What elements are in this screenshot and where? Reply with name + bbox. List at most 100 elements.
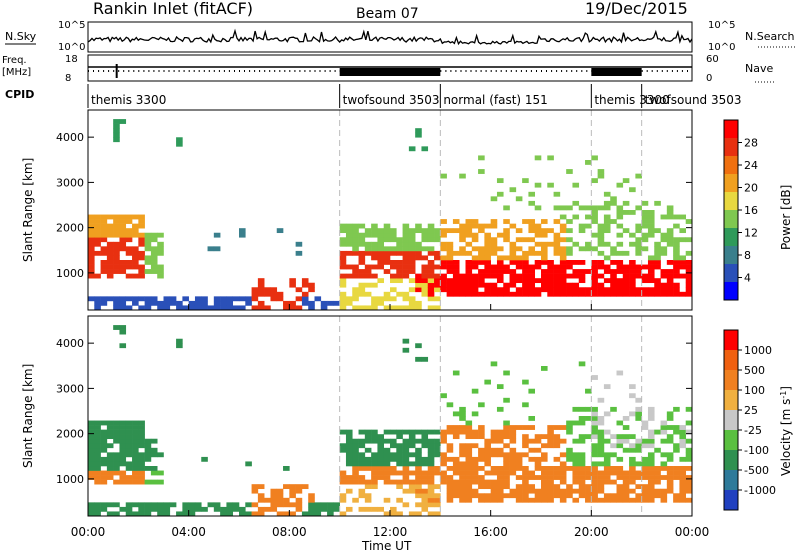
heatmap-cell	[176, 141, 183, 147]
velocity-ytick-label: 4000	[56, 337, 84, 350]
heatmap-cell	[635, 173, 642, 179]
heatmap-cell	[150, 502, 158, 508]
heatmap-cell	[654, 264, 661, 270]
heatmap-cell	[163, 305, 171, 311]
heatmap-cell	[132, 479, 139, 485]
heatmap-cell	[603, 255, 611, 261]
heatmap-cell	[496, 191, 504, 197]
heatmap-cell	[685, 264, 693, 270]
heatmap-cell	[333, 506, 340, 512]
heatmap-cell	[94, 429, 101, 435]
heatmap-cell	[541, 232, 548, 238]
heatmap-cell	[647, 287, 655, 293]
velocity-ytick-label: 3000	[56, 382, 84, 395]
heatmap-cell	[132, 214, 139, 220]
heatmap-cell	[566, 447, 573, 453]
heatmap-cell	[578, 466, 586, 471]
heatmap-cell	[622, 269, 630, 274]
heatmap-cell	[622, 497, 630, 503]
heatmap-cell	[591, 429, 598, 435]
heatmap-cell	[408, 146, 416, 152]
heatmap-cell	[402, 429, 410, 435]
heatmap-cell	[572, 466, 580, 471]
heatmap-cell	[125, 250, 133, 256]
heatmap-cell	[119, 479, 127, 485]
heatmap-cell	[534, 250, 542, 256]
heatmap-cell	[434, 228, 441, 234]
heatmap-cell	[515, 461, 523, 467]
heatmap-cell	[119, 470, 127, 476]
heatmap-cell	[522, 264, 529, 270]
heatmap-cell	[371, 232, 378, 238]
heatmap-cell	[119, 443, 127, 449]
heatmap-cell	[364, 246, 372, 252]
heatmap-cell	[100, 461, 108, 467]
heatmap-cell	[421, 264, 429, 270]
heatmap-cell	[528, 287, 536, 293]
heatmap-cell	[119, 447, 127, 453]
heatmap-cell	[371, 484, 378, 490]
heatmap-cell	[547, 488, 554, 494]
heatmap-cell	[559, 470, 567, 476]
heatmap-cell	[339, 228, 347, 234]
heatmap-cell	[610, 246, 617, 252]
heatmap-cell	[421, 278, 429, 284]
heatmap-cell	[396, 447, 403, 453]
heatmap-cell	[509, 466, 517, 471]
heatmap-cell	[421, 228, 429, 234]
heatmap-cell	[364, 497, 372, 503]
heatmap-cell	[660, 237, 668, 243]
heatmap-cell	[207, 502, 215, 508]
heatmap-cell	[641, 219, 649, 224]
heatmap-cell	[100, 228, 108, 234]
heatmap-cell	[578, 287, 586, 293]
heatmap-cell	[408, 232, 416, 238]
heatmap-cell	[352, 461, 359, 467]
heatmap-cell	[182, 511, 189, 517]
heatmap-cell	[503, 466, 510, 471]
heatmap-cell	[257, 287, 265, 293]
heatmap-cell	[635, 411, 642, 417]
heatmap-cell	[113, 269, 120, 274]
heatmap-cell	[289, 484, 296, 490]
power-colorbar-label: Power [dB]	[779, 185, 793, 250]
heatmap-cell	[125, 425, 133, 430]
heatmap-cell	[427, 287, 435, 293]
heatmap-cell	[503, 237, 510, 243]
heatmap-cell	[434, 250, 441, 256]
heatmap-cell	[484, 287, 491, 293]
heatmap-cell	[616, 370, 624, 376]
heatmap-cell	[396, 497, 403, 503]
heatmap-cell	[603, 384, 611, 390]
heatmap-cell	[484, 282, 491, 288]
heatmap-cell	[490, 361, 498, 367]
heatmap-cell	[440, 287, 447, 293]
heatmap-cell	[94, 425, 101, 430]
heatmap-cell	[289, 502, 296, 508]
heatmap-cell	[459, 278, 466, 284]
heatmap-cell	[88, 264, 95, 270]
heatmap-cell	[383, 438, 391, 444]
heatmap-cell	[390, 479, 397, 485]
heatmap-cell	[415, 300, 422, 306]
heatmap-cell	[408, 241, 416, 247]
heatmap-cell	[364, 438, 372, 444]
heatmap-cell	[358, 488, 366, 494]
heatmap-cell	[534, 232, 542, 238]
heatmap-cell	[597, 287, 605, 293]
heatmap-cell	[434, 232, 441, 238]
heatmap-cell	[522, 260, 529, 265]
heatmap-cell	[421, 429, 429, 435]
heatmap-cell	[390, 466, 397, 471]
heatmap-cell	[522, 475, 529, 480]
heatmap-cell	[327, 511, 334, 517]
heatmap-cell	[641, 210, 649, 215]
heatmap-cell	[496, 269, 504, 274]
heatmap-cell	[478, 246, 485, 252]
heatmap-cell	[496, 406, 504, 412]
heatmap-cell	[534, 182, 542, 188]
heatmap-cell	[119, 456, 127, 462]
heatmap-cell	[528, 488, 536, 494]
heatmap-cell	[106, 511, 114, 517]
heatmap-cell	[100, 296, 108, 302]
